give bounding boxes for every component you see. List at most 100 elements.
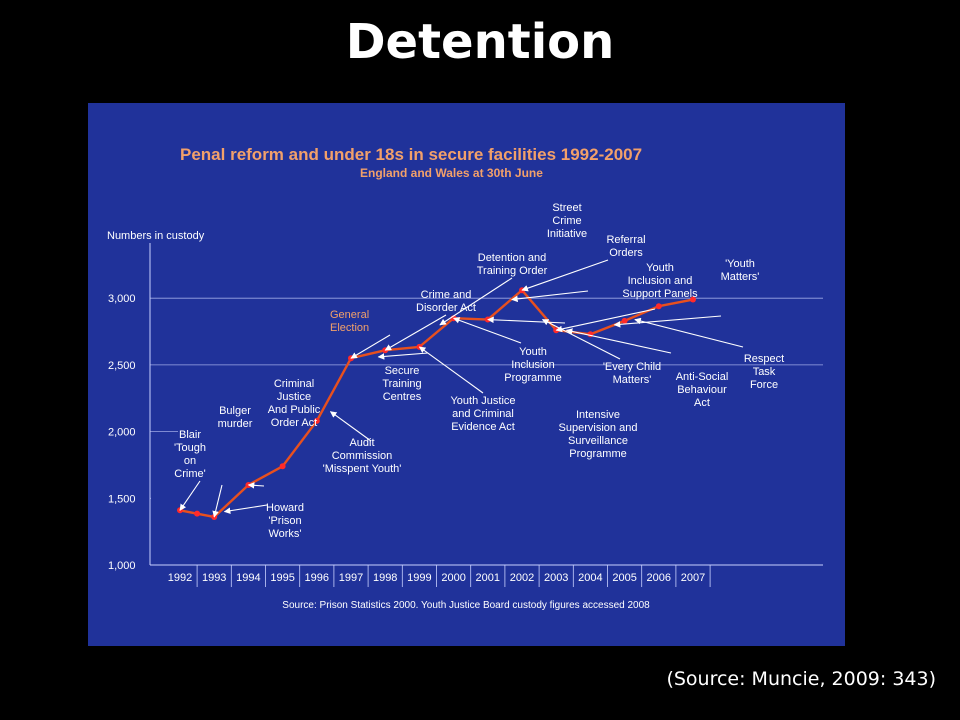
data-point	[313, 417, 320, 424]
annotation-text: Secure	[385, 365, 420, 377]
annotation-text: Programme	[504, 372, 561, 384]
annotation-text: Support Panels	[622, 288, 698, 300]
annotation-text: Disorder Act	[416, 302, 476, 314]
annotation-arrow	[329, 411, 372, 442]
data-point	[621, 317, 628, 324]
annotation-text: Surveillance	[568, 435, 628, 447]
annotation-text: Crime and	[421, 289, 472, 301]
custody-line-chart: Penal reform and under 18s in secure fac…	[107, 145, 823, 611]
annotation-text: on	[184, 455, 196, 467]
x-tick-label: 1992	[168, 572, 192, 584]
y-tick-label: 2,500	[108, 360, 136, 372]
annotation-text: and Criminal	[452, 408, 514, 420]
data-point	[279, 463, 286, 470]
data-point	[177, 507, 183, 514]
x-tick-label: 2002	[510, 572, 534, 584]
data-point	[690, 296, 696, 303]
annotation-text: Initiative	[547, 228, 587, 240]
x-tick-labels: 1992 1993 1994 1995 1996 1997 1998 1999 2000 2001…	[168, 572, 705, 584]
annotation-text: Respect	[744, 353, 784, 365]
annotation-arrow	[247, 482, 265, 489]
chart-source-note: Source: Prison Statistics 2000. Youth Ju…	[282, 600, 650, 611]
annotation-text: Election	[330, 322, 369, 334]
annotation-text: 'Prison	[268, 515, 301, 527]
annotation-text: Referral	[606, 234, 645, 246]
annotation-arrow	[634, 317, 744, 348]
annotation-text: Centres	[383, 391, 422, 403]
x-tick-label: 1999	[407, 572, 431, 584]
x-tick-label: 2001	[476, 572, 500, 584]
annotation-text: Anti-Social	[676, 371, 729, 383]
annotation-text: Justice	[277, 391, 311, 403]
annotation-text: General	[330, 309, 369, 321]
annotation-text: Orders	[609, 247, 643, 259]
x-tick-label: 2000	[441, 572, 465, 584]
annotation-text: Training	[382, 378, 421, 390]
annotation-arrow	[350, 334, 391, 359]
annotation-text: Force	[750, 379, 778, 391]
annotation-text: Commission	[332, 450, 393, 462]
annotation-text: 'Every Child	[603, 361, 661, 373]
annotation-arrow	[179, 480, 201, 511]
annotation-text: 'Tough	[174, 442, 206, 454]
annotation-arrow	[384, 314, 447, 351]
annotation-arrow	[452, 317, 522, 344]
y-tick-label: 1,000	[108, 560, 136, 572]
x-tick-label: 2005	[612, 572, 636, 584]
annotations: Blair'ToughonCrime'BulgermurderCriminalJ…	[174, 202, 784, 540]
annotation-text: Audit	[349, 437, 374, 449]
annotation-text: Youth Justice	[450, 395, 515, 407]
x-tick-label: 1996	[305, 572, 329, 584]
x-tick-label: 2006	[647, 572, 671, 584]
annotation-text: Crime'	[174, 468, 205, 480]
x-tick-label: 1998	[373, 572, 397, 584]
annotation-arrow	[487, 316, 566, 324]
annotation-arrow	[377, 352, 429, 360]
annotation-arrow	[541, 319, 621, 360]
annotation-text: 'Youth	[725, 258, 755, 270]
chart-subtitle: England and Wales at 30th June	[360, 166, 543, 180]
x-tick-label: 1993	[202, 572, 226, 584]
annotation-arrow	[565, 328, 672, 354]
annotation-text: Behaviour	[677, 384, 727, 396]
annotation-arrow	[418, 346, 484, 394]
annotation-text: Howard	[266, 502, 304, 514]
annotation-text: Intensive	[576, 409, 620, 421]
annotation-arrow	[613, 315, 722, 328]
annotation-text: Evidence Act	[451, 421, 515, 433]
x-tick-label: 2007	[681, 572, 705, 584]
annotation-text: Inclusion and	[628, 275, 693, 287]
axes	[149, 243, 823, 587]
annotation-text: Detention and	[478, 252, 547, 264]
x-tick-label: 2003	[544, 572, 568, 584]
annotation-text: Order Act	[271, 417, 317, 429]
annotation-text: Blair	[179, 429, 201, 441]
annotation-text: Youth	[646, 262, 674, 274]
slide-title: Detention	[345, 14, 615, 70]
x-tick-label: 2004	[578, 572, 602, 584]
annotation-text: murder	[218, 418, 253, 430]
slide-source: (Source: Muncie, 2009: 343)	[666, 668, 936, 690]
data-point	[194, 510, 201, 517]
annotation-text: Criminal	[274, 378, 314, 390]
annotation-text: Inclusion	[511, 359, 554, 371]
data-point	[382, 347, 389, 354]
grid-lines	[150, 297, 823, 499]
annotation-text: Bulger	[219, 405, 251, 417]
annotation-text: Matters'	[613, 374, 652, 386]
annotation-arrow	[212, 484, 223, 518]
